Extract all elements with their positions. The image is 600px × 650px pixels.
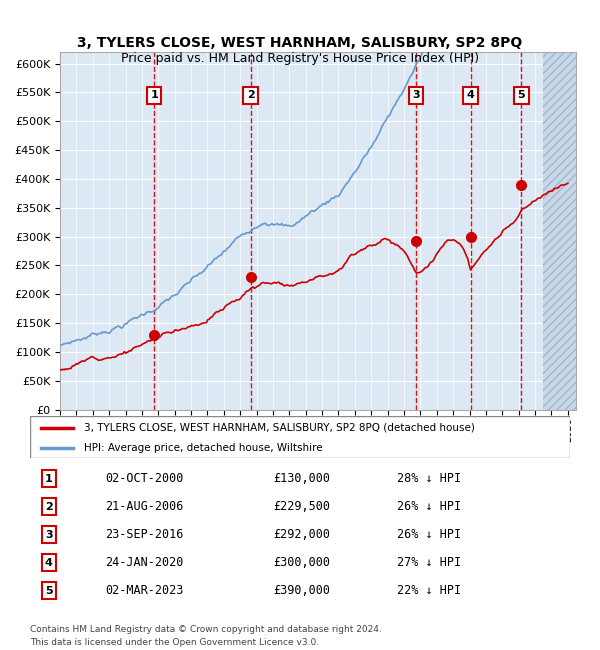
- Text: 1: 1: [45, 474, 53, 484]
- Text: Contains HM Land Registry data © Crown copyright and database right 2024.
This d: Contains HM Land Registry data © Crown c…: [30, 625, 382, 647]
- Text: £292,000: £292,000: [273, 528, 330, 541]
- Text: £300,000: £300,000: [273, 556, 330, 569]
- Text: £130,000: £130,000: [273, 472, 330, 485]
- Text: 26% ↓ HPI: 26% ↓ HPI: [397, 528, 461, 541]
- Text: £390,000: £390,000: [273, 584, 330, 597]
- Text: 23-SEP-2016: 23-SEP-2016: [106, 528, 184, 541]
- Text: 22% ↓ HPI: 22% ↓ HPI: [397, 584, 461, 597]
- Text: Price paid vs. HM Land Registry's House Price Index (HPI): Price paid vs. HM Land Registry's House …: [121, 52, 479, 65]
- Text: 02-MAR-2023: 02-MAR-2023: [106, 584, 184, 597]
- Text: 2: 2: [247, 90, 254, 100]
- Text: 3: 3: [412, 90, 420, 100]
- FancyBboxPatch shape: [30, 416, 570, 458]
- Text: 26% ↓ HPI: 26% ↓ HPI: [397, 500, 461, 514]
- Text: 28% ↓ HPI: 28% ↓ HPI: [397, 472, 461, 485]
- Text: 5: 5: [518, 90, 525, 100]
- Text: 2: 2: [45, 502, 53, 512]
- Text: 3, TYLERS CLOSE, WEST HARNHAM, SALISBURY, SP2 8PQ: 3, TYLERS CLOSE, WEST HARNHAM, SALISBURY…: [77, 36, 523, 50]
- Text: 4: 4: [45, 558, 53, 567]
- Text: £229,500: £229,500: [273, 500, 330, 514]
- Text: 27% ↓ HPI: 27% ↓ HPI: [397, 556, 461, 569]
- Text: 5: 5: [45, 586, 53, 595]
- Text: 02-OCT-2000: 02-OCT-2000: [106, 472, 184, 485]
- Text: 21-AUG-2006: 21-AUG-2006: [106, 500, 184, 514]
- Bar: [543, 52, 576, 410]
- Text: 4: 4: [467, 90, 475, 100]
- Text: 1: 1: [151, 90, 158, 100]
- Text: HPI: Average price, detached house, Wiltshire: HPI: Average price, detached house, Wilt…: [84, 443, 323, 452]
- Text: 3, TYLERS CLOSE, WEST HARNHAM, SALISBURY, SP2 8PQ (detached house): 3, TYLERS CLOSE, WEST HARNHAM, SALISBURY…: [84, 423, 475, 433]
- Text: 3: 3: [45, 530, 53, 540]
- Text: 24-JAN-2020: 24-JAN-2020: [106, 556, 184, 569]
